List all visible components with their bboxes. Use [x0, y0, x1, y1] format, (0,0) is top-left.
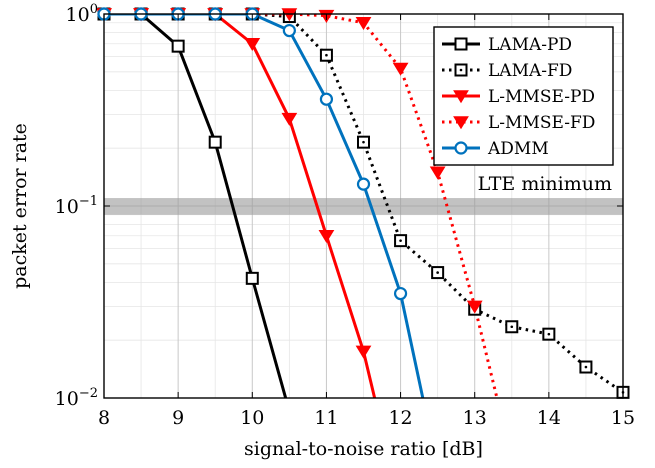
y-tick-base: 10 — [66, 4, 90, 26]
marker-triangle-down — [429, 166, 446, 180]
marker-circle — [319, 92, 334, 106]
x-tick-labels: 8 9 10 11 12 13 14 15 — [98, 407, 635, 429]
data-point-l-mmse-pd — [355, 345, 372, 359]
marker-square-dot-dot — [399, 239, 402, 242]
legend-marker — [453, 116, 469, 130]
lte-minimum-band — [104, 198, 623, 215]
x-tick-label: 9 — [172, 407, 184, 429]
y-tick-label: 10−2 — [55, 386, 98, 410]
x-tick-label: 11 — [314, 407, 338, 429]
x-tick-label: 10 — [240, 407, 264, 429]
data-point-l-mmse-fd — [355, 17, 372, 31]
series-line-l-mmse-fd — [104, 14, 499, 398]
marker-square — [245, 271, 259, 285]
legend: LAMA-PD LAMA-FD L-MMSE-PD L-MMSE-FD ADMM — [433, 26, 614, 166]
data-point-lama-pd — [245, 271, 259, 285]
y-tick-label: 100 — [66, 2, 98, 26]
y-tick-base: 10 — [55, 196, 79, 218]
marker-square-dot-dot — [325, 53, 328, 57]
legend-label: LAMA-FD — [488, 61, 572, 81]
legend-entry: L-MMSE-FD — [442, 113, 595, 133]
x-tick-label: 15 — [611, 407, 635, 429]
data-point-l-mmse-pd — [281, 112, 298, 126]
y-tick-exponent: −1 — [79, 194, 98, 209]
x-tick-label: 14 — [537, 407, 561, 429]
data-point-lama-fd — [579, 360, 593, 374]
data-point-lama-pd — [208, 135, 222, 149]
data-point-lama-fd — [319, 48, 333, 62]
y-tick-label: 10−1 — [55, 194, 98, 218]
data-point-l-mmse-fd — [429, 166, 446, 180]
x-tick-label: 8 — [98, 407, 110, 429]
data-point-admm — [282, 23, 296, 38]
data-point-admm — [393, 286, 408, 301]
data-point-l-mmse-fd — [392, 62, 409, 76]
legend-entry: LAMA-PD — [442, 35, 572, 55]
y-tick-base: 10 — [55, 388, 79, 410]
legend-label: LAMA-PD — [488, 35, 572, 55]
legend-entry: ADMM — [442, 139, 549, 159]
marker-square-dot-dot — [510, 325, 514, 329]
y-tick-exponent: 0 — [90, 2, 98, 17]
marker-triangle-down — [392, 62, 409, 76]
marker-triangle-down — [244, 37, 261, 52]
marker-triangle-down — [355, 345, 372, 359]
marker-triangle-down — [318, 229, 335, 244]
lte-minimum-band-rect — [104, 198, 623, 215]
y-tick-exponent: −2 — [79, 386, 98, 401]
legend-label: ADMM — [487, 139, 549, 159]
data-point-lama-fd — [357, 135, 370, 149]
y-axis-label: packet error rate — [9, 123, 31, 289]
tick-marks — [103, 13, 624, 399]
x-tick-label: 12 — [388, 407, 412, 429]
marker-square-dot-dot — [547, 332, 551, 336]
marker-circle — [282, 23, 296, 38]
data-point-l-mmse-pd — [318, 229, 335, 244]
legend-entry: L-MMSE-PD — [442, 87, 595, 107]
lte-minimum-label: LTE minimum — [478, 173, 612, 195]
legend-entry: LAMA-FD — [442, 61, 572, 81]
data-point-lama-fd — [394, 234, 408, 248]
data-point-admm — [356, 177, 371, 191]
data-point-lama-fd — [505, 320, 519, 334]
marker-triangle-down — [355, 17, 372, 31]
legend-label: L-MMSE-FD — [488, 113, 595, 133]
marker-square-dot-dot — [584, 365, 588, 369]
marker-circle — [393, 286, 408, 301]
data-point-l-mmse-fd — [466, 300, 483, 314]
legend-marker — [453, 90, 469, 104]
data-point-lama-pd — [171, 39, 185, 53]
data-point-admm — [319, 92, 334, 106]
legend-label: L-MMSE-PD — [488, 87, 595, 107]
marker-circle — [356, 177, 371, 191]
legend-marker — [454, 141, 468, 155]
legend-marker — [454, 37, 468, 51]
marker-triangle-down — [466, 300, 483, 314]
marker-triangle-down — [281, 112, 298, 126]
series-line-admm — [104, 14, 425, 398]
x-tick-label: 13 — [463, 407, 487, 429]
data-point-lama-fd — [542, 327, 556, 341]
marker-square — [171, 39, 185, 53]
data-point-l-mmse-pd — [244, 37, 261, 52]
marker-square-dot-dot — [362, 140, 365, 144]
marker-square — [208, 135, 222, 149]
series-line-lama-pd — [104, 14, 288, 398]
data-point-lama-fd — [431, 266, 445, 280]
legend-marker-dot — [459, 68, 463, 72]
marker-square-dot-dot — [436, 271, 439, 274]
x-axis-label: signal-to-noise ratio [dB] — [244, 438, 483, 460]
